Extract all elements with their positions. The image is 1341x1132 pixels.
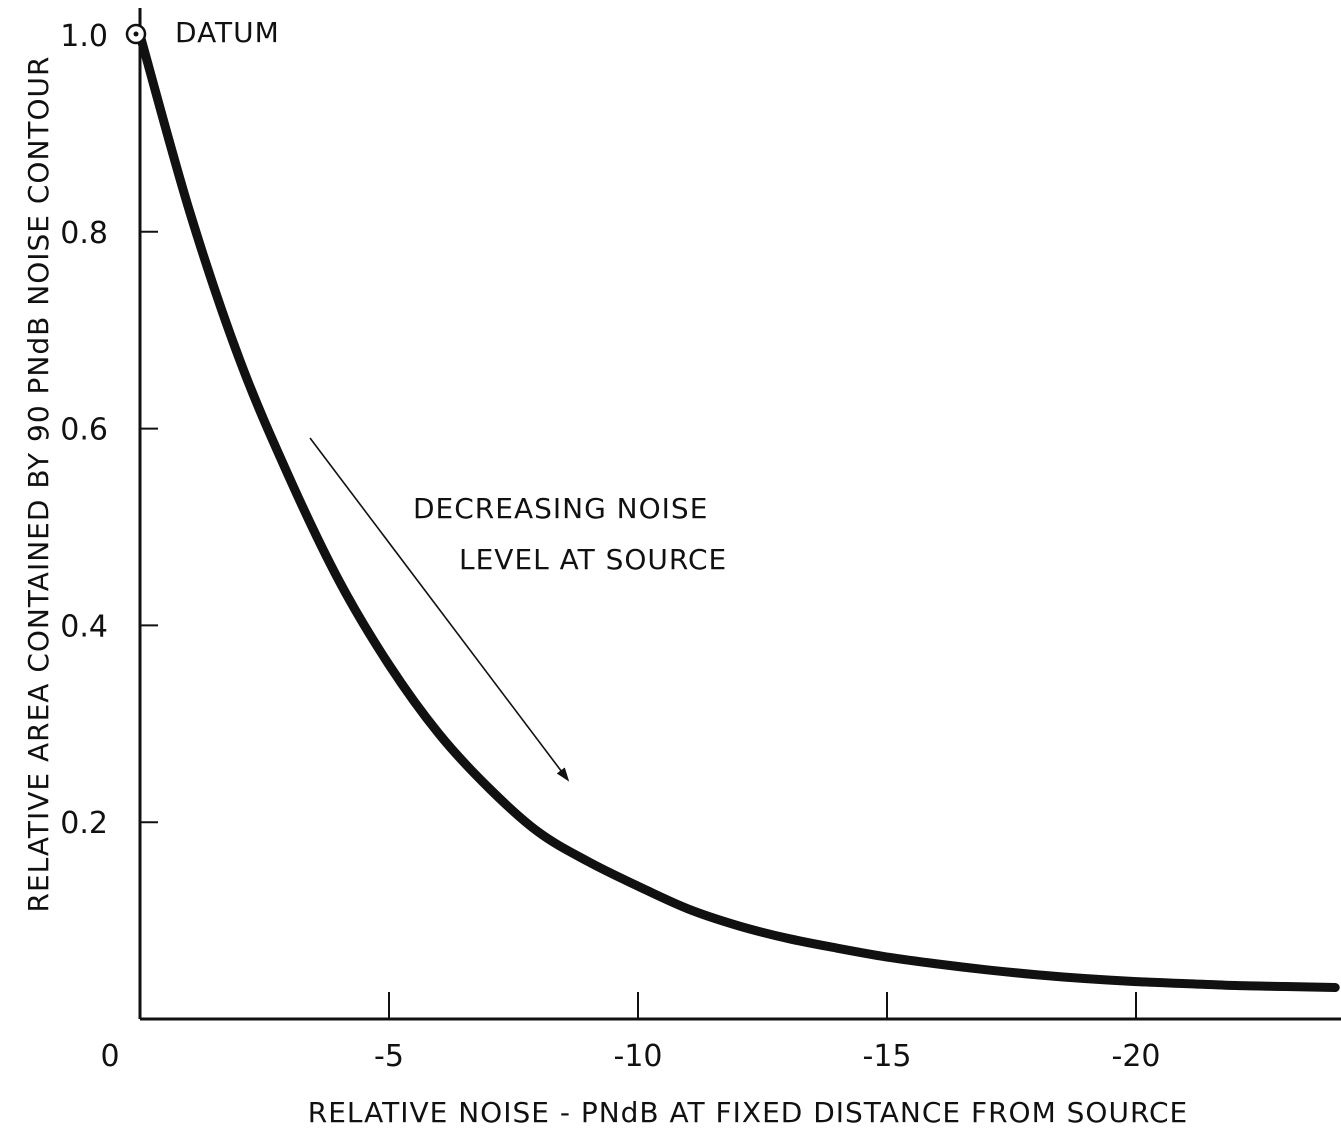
annotation-line-1: DECREASING NOISE	[413, 492, 708, 525]
datum-marker	[125, 23, 147, 45]
y-tick-label: 1.0	[60, 19, 108, 54]
series-layer	[135, 30, 1340, 993]
datum-dot	[133, 31, 139, 37]
x-tick-label: -20	[1112, 1039, 1161, 1074]
x-tick-label: 0	[100, 1039, 119, 1074]
y-tick-label: 0.4	[60, 609, 108, 644]
y-ticks: 0.2 0.4 0.6 0.8 1.0	[60, 19, 158, 841]
x-ticks: 0 -5 -10 -15 -20	[100, 992, 1161, 1074]
datum-label: DATUM	[175, 16, 280, 49]
axes	[138, 8, 1341, 1021]
annotation-line-2: LEVEL AT SOURCE	[459, 543, 727, 576]
x-tick-label: -10	[614, 1039, 663, 1074]
y-axis-title: RELATIVE AREA CONTAINED BY 90 PNdB NOISE…	[22, 56, 55, 913]
y-tick-label: 0.6	[60, 413, 108, 448]
x-tick-label: -5	[374, 1039, 404, 1074]
x-tick-label: -15	[863, 1039, 912, 1074]
x-axis-title: RELATIVE NOISE - PNdB AT FIXED DISTANCE …	[308, 1096, 1189, 1129]
direction-arrow	[309, 437, 570, 782]
y-tick-label: 0.2	[60, 806, 108, 841]
series-line	[135, 30, 1340, 993]
y-tick-label: 0.8	[60, 216, 108, 251]
